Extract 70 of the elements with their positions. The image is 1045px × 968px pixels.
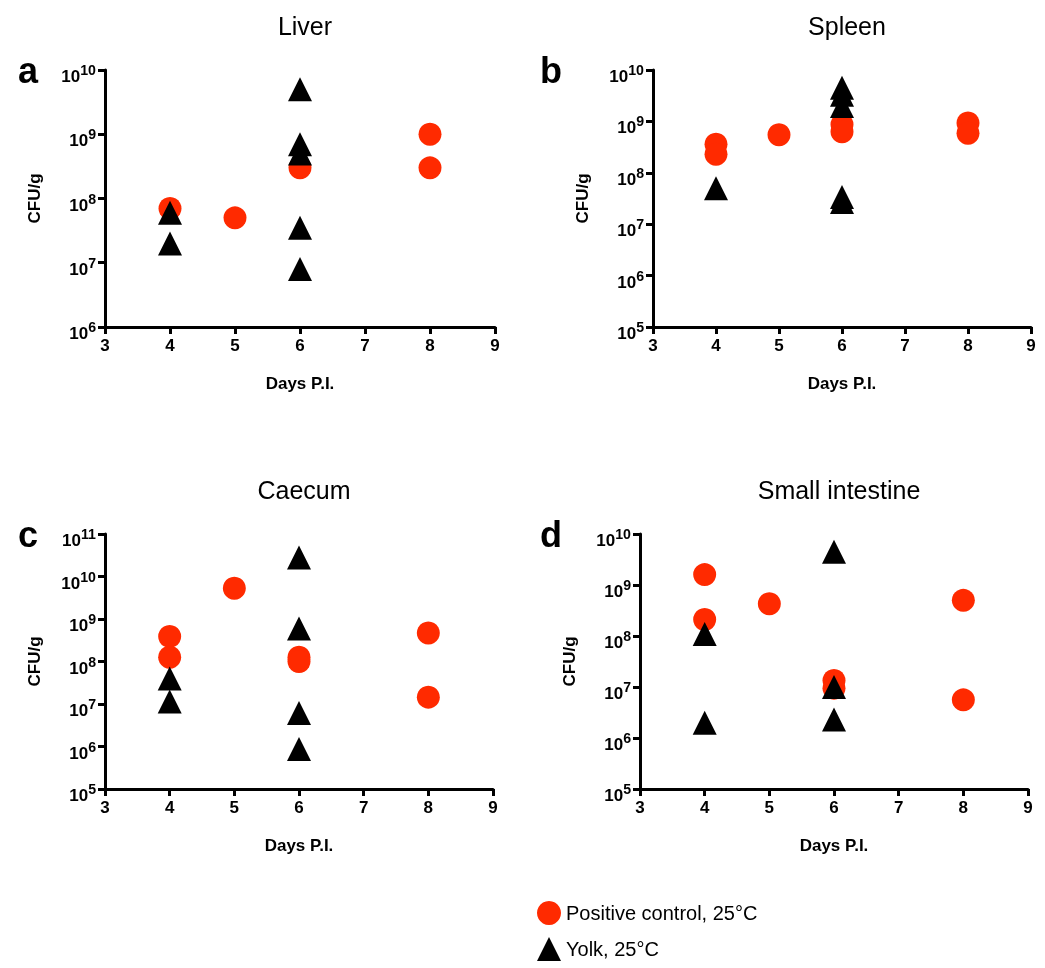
x-tick-label: 7 xyxy=(358,798,369,817)
x-tick-label: 8 xyxy=(423,798,434,817)
x-tick-label: 7 xyxy=(893,798,904,817)
y-tick-label: 10$^{5}$ xyxy=(617,318,644,343)
y-axis-title: CFU/g xyxy=(25,173,44,224)
x-axis-title: Days P.I. xyxy=(799,836,869,855)
x-tick-label: 3 xyxy=(635,798,645,817)
y-tick-label: 10$^{9}$ xyxy=(617,112,644,138)
y-tick-label: 10$^{9}$ xyxy=(604,576,631,601)
x-tick-label: 7 xyxy=(900,336,910,355)
y-tick-label: 10$^{10}$ xyxy=(609,61,644,86)
x-tick-label: 5 xyxy=(230,336,240,355)
y-tick-label: 10$^{7}$ xyxy=(617,215,644,240)
x-tick-label: 9 xyxy=(1026,336,1036,355)
y-axis-title: CFU/g xyxy=(560,636,579,687)
y-tick-label: 10$^{9}$ xyxy=(69,610,96,635)
y-axis-title: CFU/g xyxy=(25,636,44,687)
x-tick-label: 6 xyxy=(295,336,305,355)
chart-title: Liver xyxy=(277,11,333,40)
text: d xyxy=(540,513,562,555)
x-tick-label: 6 xyxy=(837,336,847,355)
legend-label: Yolk, 25°C xyxy=(566,938,659,960)
y-tick-label: 10$^{9}$ xyxy=(69,125,96,150)
x-tick-label: 6 xyxy=(294,798,304,817)
y-tick-label: 10$^{8}$ xyxy=(69,652,96,678)
x-tick-label: 7 xyxy=(360,336,370,355)
y-tick-label: 10$^{7}$ xyxy=(69,253,96,279)
y-tick-label: 10$^{7}$ xyxy=(69,695,96,720)
x-tick-label: 5 xyxy=(774,336,784,355)
y-tick-label: 10$^{5}$ xyxy=(604,780,631,805)
y-tick-label: 10$^{11}$ xyxy=(62,525,96,550)
text: b xyxy=(540,49,562,91)
y-tick-label: 10$^{6}$ xyxy=(617,266,644,292)
x-axis-title: Days P.I. xyxy=(807,374,877,393)
x-tick-label: 4 xyxy=(699,798,710,817)
y-tick-label: 10$^{6}$ xyxy=(604,729,631,754)
x-tick-label: 9 xyxy=(488,798,498,817)
chart-title: Spleen xyxy=(808,11,886,40)
x-axis-title: Days P.I. xyxy=(264,836,334,855)
y-tick-label: 10$^{5}$ xyxy=(69,780,96,805)
text: a xyxy=(18,49,39,91)
x-tick-label: 5 xyxy=(764,798,775,817)
y-tick-label: 10$^{10}$ xyxy=(596,525,631,550)
x-tick-label: 5 xyxy=(229,798,240,817)
x-tick-label: 8 xyxy=(958,798,969,817)
y-tick-label: 10$^{10}$ xyxy=(61,567,96,593)
x-tick-label: 4 xyxy=(711,336,722,355)
y-tick-label: 10$^{8}$ xyxy=(604,627,631,652)
y-tick-label: 10$^{6}$ xyxy=(69,318,96,343)
text: c xyxy=(18,513,39,555)
y-tick-label: 10$^{6}$ xyxy=(69,737,96,763)
x-tick-label: 4 xyxy=(165,336,176,355)
y-axis-title: CFU/g xyxy=(573,173,592,224)
x-axis-title: Days P.I. xyxy=(265,374,335,393)
x-tick-label: 3 xyxy=(100,336,110,355)
chart-title: Small intestine xyxy=(757,475,921,504)
y-tick-label: 10$^{8}$ xyxy=(617,163,644,189)
x-tick-label: 4 xyxy=(164,798,175,817)
x-tick-label: 8 xyxy=(425,336,435,355)
y-tick-label: 10$^{7}$ xyxy=(604,678,631,703)
chart-title: Caecum xyxy=(257,475,351,504)
y-tick-label: 10$^{10}$ xyxy=(61,61,96,86)
x-tick-label: 3 xyxy=(648,336,658,355)
x-tick-label: 3 xyxy=(100,798,110,817)
x-tick-label: 8 xyxy=(963,336,973,355)
x-tick-label: 9 xyxy=(1023,798,1033,817)
y-tick-label: 10$^{8}$ xyxy=(69,189,96,215)
x-tick-label: 6 xyxy=(829,798,839,817)
legend-label: Positive control, 25°C xyxy=(566,902,758,924)
x-tick-label: 9 xyxy=(490,336,500,355)
